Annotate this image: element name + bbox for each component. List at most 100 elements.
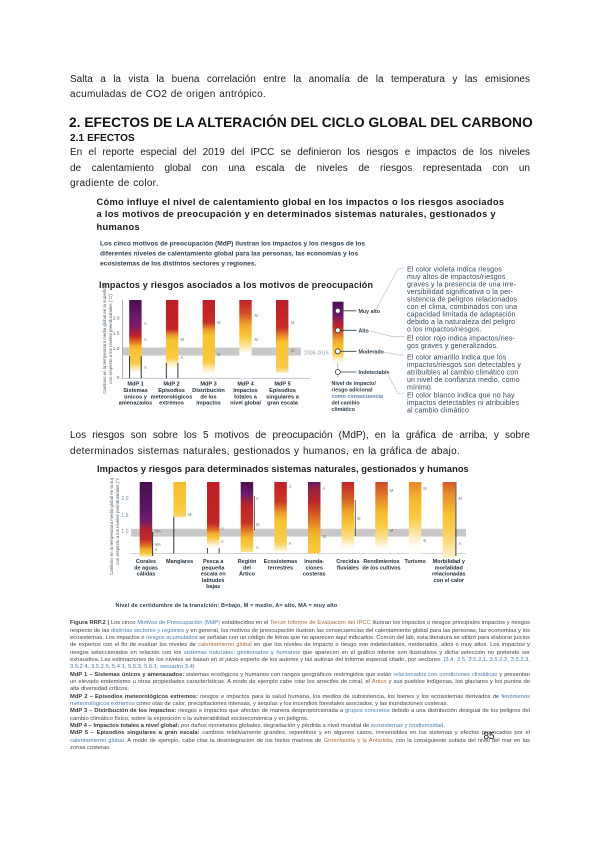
svg-text:singulares a: singulares a: [266, 394, 300, 400]
svg-text:Muy alto: Muy alto: [359, 309, 381, 315]
svg-text:Nivel de certidumbre de la tra: Nivel de certidumbre de la transición: B…: [116, 603, 338, 609]
svg-text:totales a: totales a: [234, 394, 258, 400]
svg-text:M: M: [459, 496, 463, 501]
svg-text:Turismo: Turismo: [404, 559, 426, 565]
svg-text:ecosistemas de los distintos s: ecosistemas de los distintos sectores y …: [100, 261, 257, 268]
svg-text:2.0: 2.0: [121, 496, 128, 502]
svg-text:Episodios: Episodios: [158, 388, 185, 394]
svg-text:Rendimientos: Rendimientos: [363, 559, 399, 565]
svg-text:M: M: [188, 512, 192, 517]
svg-text:del: del: [243, 565, 251, 571]
svg-text:capacidad limitada de adaptaci: capacidad limitada de adaptación: [407, 312, 516, 319]
svg-text:atribuibles al cambio climátic: atribuibles al cambio climático con: [407, 370, 518, 377]
svg-text:1.0: 1.0: [113, 346, 120, 352]
svg-text:ciones: ciones: [305, 565, 322, 571]
svg-text:pequeña: pequeña: [202, 565, 226, 571]
svg-text:M: M: [217, 320, 221, 325]
svg-text:gos graves y generalizados.: gos graves y generalizados.: [407, 343, 498, 350]
svg-text:1.5: 1.5: [113, 331, 120, 337]
svg-text:Región: Región: [238, 559, 257, 565]
svg-text:B: B: [423, 538, 426, 543]
svg-text:de los cultivos: de los cultivos: [362, 565, 400, 571]
svg-text:M: M: [357, 516, 361, 521]
svg-text:A: A: [181, 355, 184, 360]
svg-text:M: M: [256, 522, 260, 527]
svg-text:Moderado: Moderado: [359, 349, 385, 355]
svg-text:A: A: [289, 541, 292, 546]
svg-text:versibilidad significativa o l: versibilidad significativa o la per-: [407, 289, 514, 296]
svg-text:Morbilidad y: Morbilidad y: [433, 559, 466, 565]
svg-text:M: M: [181, 337, 185, 342]
svg-text:Impactos: Impactos: [233, 388, 258, 394]
svg-text:M: M: [323, 534, 327, 539]
svg-text:Pesca a: Pesca a: [203, 559, 224, 565]
svg-text:MA: MA: [155, 542, 161, 547]
svg-text:0: 0: [117, 375, 120, 381]
svg-text:M: M: [291, 320, 295, 325]
svg-text:extremos: extremos: [159, 401, 184, 407]
svg-text:climático: climático: [332, 407, 356, 413]
svg-text:MdP 2: MdP 2: [163, 382, 179, 388]
svg-text:Cambios en la temperatura medi: Cambios en la temperatura media global e…: [102, 284, 107, 394]
svg-text:Indetectable: Indetectable: [359, 370, 390, 376]
svg-text:de los: de los: [200, 394, 216, 400]
svg-text:costeras: costeras: [303, 572, 326, 578]
svg-text:riesgo adicional: riesgo adicional: [332, 388, 374, 394]
svg-text:diferentes niveles de calentam: diferentes niveles de calentamiento glob…: [100, 251, 358, 258]
svg-text:1.0: 1.0: [121, 529, 128, 535]
svg-text:M: M: [255, 313, 259, 318]
svg-text:sistencia de peligros relacion: sistencia de peligros relacionados: [407, 297, 518, 304]
svg-text:muy altos de impactos/riesgos: muy altos de impactos/riesgos: [407, 274, 506, 281]
svg-text:impactos detectables ni atribu: impactos detectables ni atribuibles: [407, 400, 520, 407]
svg-text:A: A: [221, 539, 224, 544]
svg-text:con respecto a los niveles pre: con respecto a los niveles preindustrial…: [108, 294, 113, 384]
svg-text:MdP 5: MdP 5: [274, 382, 290, 388]
svg-text:M: M: [217, 352, 221, 357]
svg-text:impactos: impactos: [196, 401, 221, 407]
svg-text:Crecidas: Crecidas: [336, 559, 359, 565]
svg-text:nivel global: nivel global: [230, 401, 261, 407]
svg-text:El color amarillo indica que l: El color amarillo indica que los: [407, 355, 507, 362]
svg-text:Impactos y riesgos asociados a: Impactos y riesgos asociados a los motiv…: [99, 280, 373, 290]
svg-text:meteorológicos: meteorológicos: [151, 394, 193, 400]
svg-text:A: A: [256, 545, 259, 550]
svg-text:MdP 4: MdP 4: [237, 382, 254, 388]
svg-text:M: M: [291, 348, 295, 353]
svg-text:Ecosistemas: Ecosistemas: [264, 559, 298, 565]
svg-text:Alto: Alto: [359, 328, 370, 334]
svg-text:gran escala: gran escala: [267, 401, 299, 407]
svg-text:graves y la presencia de una i: graves y la presencia de una irre-: [407, 282, 517, 289]
svg-text:1.5: 1.5: [121, 513, 128, 519]
svg-text:A: A: [459, 541, 462, 546]
svg-text:El color violeta indica riesgo: El color violeta indica riesgos: [407, 267, 502, 274]
svg-text:fluviales: fluviales: [337, 565, 359, 571]
svg-text:M: M: [423, 486, 427, 491]
svg-text:Los cinco motivos de preocupac: Los cinco motivos de preocupación (MdP) …: [100, 241, 365, 248]
svg-text:únicos y: únicos y: [124, 394, 148, 400]
svg-text:Manglares: Manglares: [166, 559, 193, 565]
svg-text:al cambio climático: al cambio climático: [407, 408, 469, 415]
svg-text:M: M: [390, 488, 394, 493]
svg-text:Distribución: Distribución: [192, 388, 225, 394]
svg-text:Inunda-: Inunda-: [304, 559, 324, 565]
svg-text:del cambio: del cambio: [332, 400, 361, 406]
svg-text:amenazados: amenazados: [119, 401, 153, 407]
svg-text:con el clima, combinados con u: con el clima, combinados con una: [407, 304, 517, 311]
svg-text:de aguas: de aguas: [134, 565, 158, 571]
svg-text:un nivel de confianza medio, c: un nivel de confianza medio, como: [407, 377, 520, 384]
svg-text:A: A: [323, 486, 326, 491]
svg-text:latitudes: latitudes: [202, 578, 225, 584]
svg-text:relacionadas: relacionadas: [432, 572, 466, 578]
svg-text:Cambios en la temperatura medi: Cambios en la temperatura media global e…: [109, 478, 114, 575]
svg-text:A: A: [256, 496, 259, 501]
svg-text:Sistemas: Sistemas: [123, 388, 148, 394]
svg-text:MdP 1: MdP 1: [127, 382, 143, 388]
svg-text:debido a la naturaleza del pel: debido a la naturaleza del peligro: [407, 319, 515, 326]
svg-text:A: A: [155, 547, 158, 552]
svg-text:Nivel de impacto/: Nivel de impacto/: [332, 381, 377, 387]
svg-text:con respecto a los niveles pre: con respecto a los niveles preindustrial…: [115, 478, 120, 565]
svg-text:mínimo.: mínimo.: [407, 385, 433, 392]
svg-text:2006-2015: 2006-2015: [304, 350, 329, 356]
svg-text:A: A: [289, 484, 292, 489]
svg-text:mortalidad: mortalidad: [435, 565, 463, 571]
